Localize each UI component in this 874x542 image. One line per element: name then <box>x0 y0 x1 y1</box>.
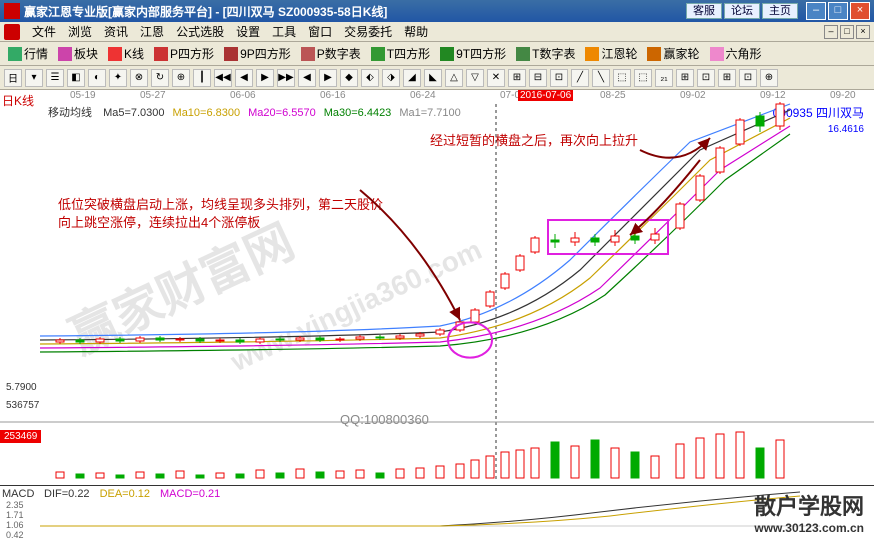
draw-tool-13[interactable]: ▶▶ <box>277 69 295 87</box>
menu-help[interactable]: 帮助 <box>398 23 434 40</box>
chart-area[interactable]: 日K线 05-1905-2706-0606-1606-2407-0608-250… <box>0 90 874 541</box>
draw-tool-16[interactable]: ◆ <box>340 69 358 87</box>
maximize-button[interactable]: □ <box>828 2 848 20</box>
draw-tool-22[interactable]: ▽ <box>466 69 484 87</box>
menu-info[interactable]: 资讯 <box>98 23 134 40</box>
mdi-close[interactable]: × <box>856 25 870 39</box>
draw-tool-10[interactable]: ◀◀ <box>214 69 232 87</box>
draw-tool-2[interactable]: ☰ <box>46 69 64 87</box>
toolbar-item-5[interactable]: P数字表 <box>297 45 365 62</box>
toolbar-item-8[interactable]: T数字表 <box>512 45 579 62</box>
draw-tool-36[interactable]: ⊕ <box>760 69 778 87</box>
draw-tool-31[interactable]: ₂₁ <box>655 69 673 87</box>
menu-trade[interactable]: 交易委托 <box>338 23 398 40</box>
draw-tool-14[interactable]: ◀ <box>298 69 316 87</box>
draw-tool-7[interactable]: ↻ <box>151 69 169 87</box>
draw-tool-35[interactable]: ⊡ <box>739 69 757 87</box>
toolbar-item-4[interactable]: 9P四方形 <box>220 45 295 62</box>
menu-gann[interactable]: 江恩 <box>134 23 170 40</box>
macd-panel: MACD DIF=0.22DEA=0.12MACD=0.21 2.351.711… <box>0 485 874 541</box>
draw-tool-8[interactable]: ⊕ <box>172 69 190 87</box>
draw-tool-9[interactable]: ┃ <box>193 69 211 87</box>
draw-tool-30[interactable]: ⬚ <box>634 69 652 87</box>
menu-logo-icon <box>4 24 20 40</box>
draw-tool-21[interactable]: △ <box>445 69 463 87</box>
draw-tool-11[interactable]: ◀ <box>235 69 253 87</box>
toolbar-item-3[interactable]: P四方形 <box>150 45 218 62</box>
menu-window[interactable]: 窗口 <box>302 23 338 40</box>
menu-browse[interactable]: 浏览 <box>62 23 98 40</box>
menu-file[interactable]: 文件 <box>26 23 62 40</box>
draw-tool-15[interactable]: ▶ <box>319 69 337 87</box>
toolbar-item-11[interactable]: 六角形 <box>706 45 766 62</box>
draw-tool-1[interactable]: ▾ <box>25 69 43 87</box>
titlebar-btn-home[interactable]: 主页 <box>762 3 798 19</box>
toolbar-item-10[interactable]: 赢家轮 <box>643 45 703 62</box>
bottom-logo: 散户学股网 www.30123.com.cn <box>754 489 864 535</box>
toolbar-item-6[interactable]: T四方形 <box>367 45 434 62</box>
draw-tool-32[interactable]: ⊞ <box>676 69 694 87</box>
minimize-button[interactable]: – <box>806 2 826 20</box>
menu-settings[interactable]: 设置 <box>230 23 266 40</box>
draw-tool-24[interactable]: ⊞ <box>508 69 526 87</box>
draw-tool-6[interactable]: ⊗ <box>130 69 148 87</box>
toolbar-item-9[interactable]: 江恩轮 <box>581 45 641 62</box>
window-title: 赢家江恩专业版[赢家内部服务平台] - [四川双马 SZ000935-58日K线… <box>24 3 684 20</box>
draw-tool-3[interactable]: ◧ <box>67 69 85 87</box>
menubar: 文件 浏览 资讯 江恩 公式选股 设置 工具 窗口 交易委托 帮助 – □ × <box>0 22 874 42</box>
draw-tool-33[interactable]: ⊡ <box>697 69 715 87</box>
draw-tool-18[interactable]: ⬗ <box>382 69 400 87</box>
titlebar-btn-kefu[interactable]: 客服 <box>686 3 722 19</box>
mdi-restore[interactable]: □ <box>840 25 854 39</box>
draw-tool-5[interactable]: ✦ <box>109 69 127 87</box>
draw-tool-27[interactable]: ╱ <box>571 69 589 87</box>
window-titlebar: 赢家江恩专业版[赢家内部服务平台] - [四川双马 SZ000935-58日K线… <box>0 0 874 22</box>
draw-tool-34[interactable]: ⊞ <box>718 69 736 87</box>
menu-tools[interactable]: 工具 <box>266 23 302 40</box>
draw-tool-23[interactable]: ✕ <box>487 69 505 87</box>
bottom-logo-url: www.30123.com.cn <box>754 521 864 535</box>
menu-formula[interactable]: 公式选股 <box>170 23 230 40</box>
draw-tool-4[interactable]: ◐ <box>88 69 106 87</box>
close-button[interactable]: × <box>850 2 870 20</box>
chart-svg <box>0 90 874 485</box>
toolbar-main: 行情板块K线P四方形9P四方形P数字表T四方形9T四方形T数字表江恩轮赢家轮六角… <box>0 42 874 66</box>
bottom-logo-text: 散户学股网 <box>754 489 864 521</box>
draw-tool-17[interactable]: ⬖ <box>361 69 379 87</box>
toolbar-item-0[interactable]: 行情 <box>4 45 52 62</box>
draw-tool-19[interactable]: ◢ <box>403 69 421 87</box>
draw-tool-12[interactable]: ▶ <box>256 69 274 87</box>
toolbar-item-1[interactable]: 板块 <box>54 45 102 62</box>
draw-tool-26[interactable]: ⊡ <box>550 69 568 87</box>
draw-tool-0[interactable]: 日 <box>4 69 22 87</box>
macd-svg <box>0 486 874 542</box>
draw-tool-29[interactable]: ⬚ <box>613 69 631 87</box>
toolbar-item-2[interactable]: K线 <box>104 45 148 62</box>
draw-tool-20[interactable]: ◣ <box>424 69 442 87</box>
draw-tool-28[interactable]: ╲ <box>592 69 610 87</box>
titlebar-btn-forum[interactable]: 论坛 <box>724 3 760 19</box>
mdi-minimize[interactable]: – <box>824 25 838 39</box>
toolbar-drawing: 日▾☰◧◐✦⊗↻⊕┃◀◀◀▶▶▶◀▶◆⬖⬗◢◣△▽✕⊞⊟⊡╱╲⬚⬚₂₁⊞⊡⊞⊡⊕ <box>0 66 874 90</box>
draw-tool-25[interactable]: ⊟ <box>529 69 547 87</box>
app-icon <box>4 3 20 19</box>
toolbar-item-7[interactable]: 9T四方形 <box>436 45 510 62</box>
